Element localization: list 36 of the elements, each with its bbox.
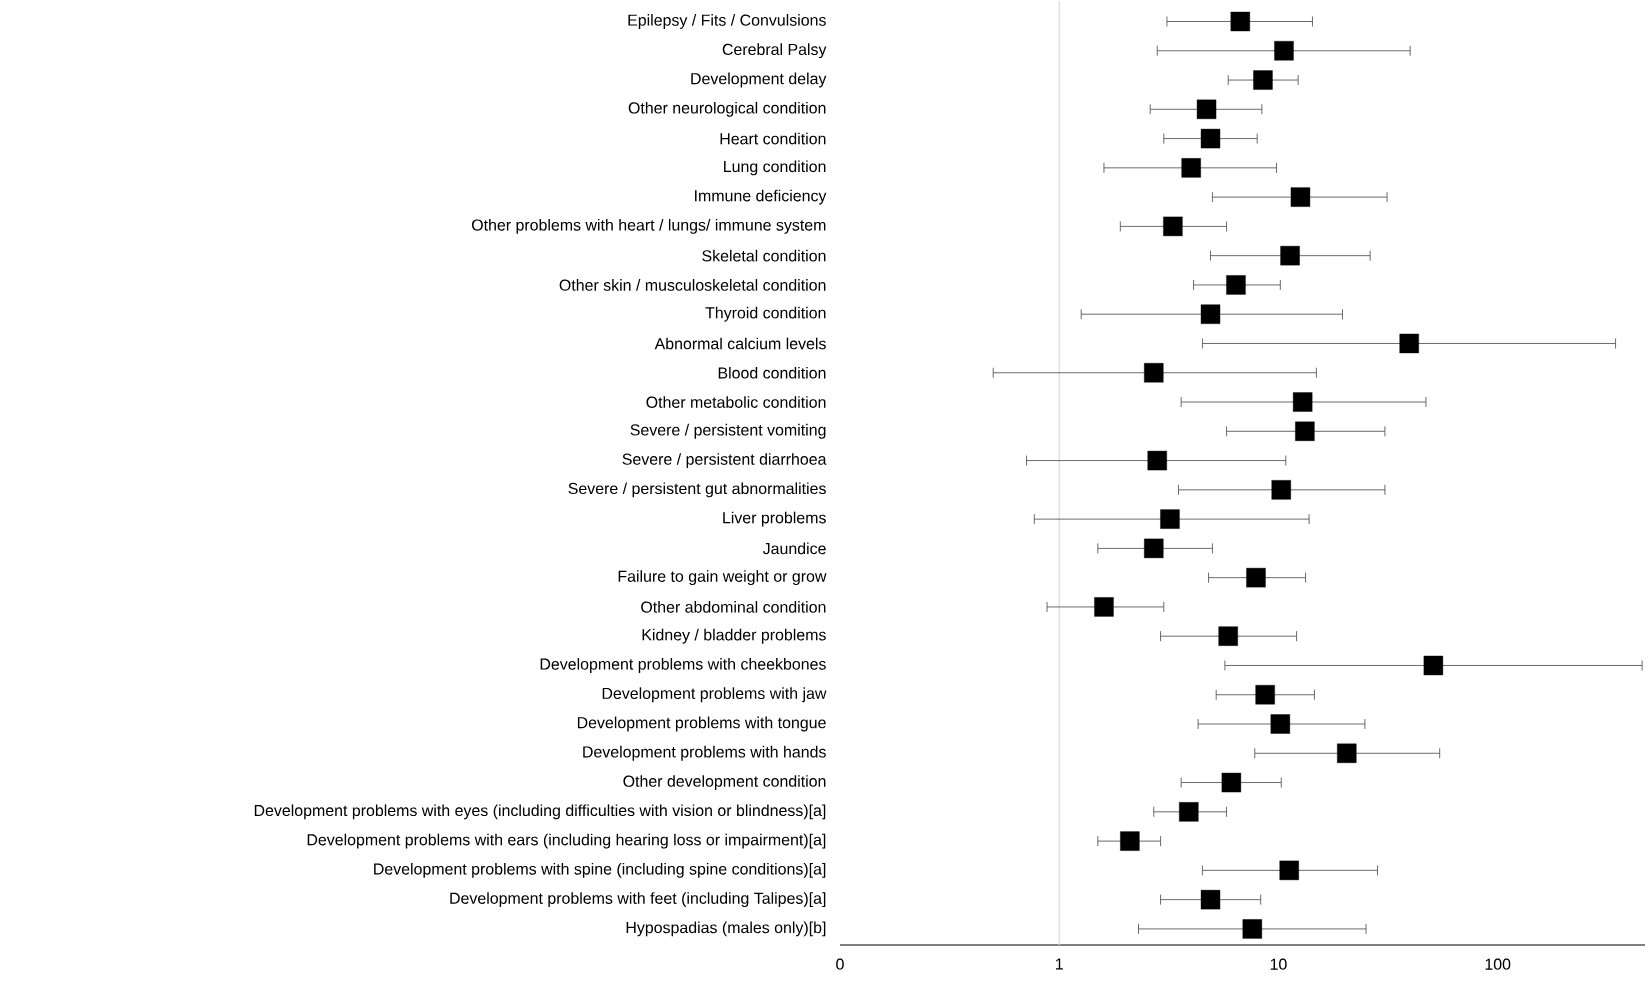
y-tick-label: Jaundice: [762, 542, 826, 555]
y-tick-label: Thyroid condition: [705, 306, 826, 322]
y-tick-label: Other abdominal condition: [641, 601, 826, 613]
y-tick-label: Epilepsy / Fits / Convulsions: [628, 14, 826, 29]
y-tick-label: Abnormal calcium levels: [654, 337, 826, 350]
y-tick-label: Severe / persistent diarrhoea: [622, 453, 827, 468]
y-tick-label: Severe / persistent gut abnormalities: [568, 482, 826, 498]
x-tick-label: 0: [836, 958, 844, 970]
y-tick-label: Development problems with hands: [583, 745, 826, 761]
x-tick-label: 100: [1485, 958, 1511, 970]
y-tick-label: Skeletal condition: [702, 249, 826, 262]
y-tick-label: Blood condition: [718, 366, 826, 379]
y-tick-label: Hypospadias (males only)[b]: [626, 921, 826, 937]
y-tick-label: Development problems with eyes (including difficulties with vision or blindness)[a]: [254, 804, 826, 820]
y-tick-label: Lung condition: [724, 160, 826, 176]
y-tick-label: Development problems with ears (including hearing loss or impairment)[a]: [307, 833, 826, 849]
y-tick-label: Other development condition: [623, 775, 826, 790]
y-tick-label: Other neurological condition: [628, 101, 826, 117]
x-tick-label: 1: [1056, 958, 1063, 970]
y-tick-label: Kidney / bladder problems: [642, 628, 826, 644]
y-tick-label: Heart condition: [720, 132, 826, 145]
y-tick-label: Development problems with feet (including Talipes)[a]: [450, 892, 826, 908]
y-tick-label: Other skin / musculoskeletal condition: [559, 279, 826, 291]
y-tick-label: Development problems with tongue: [577, 716, 826, 732]
y-tick-label: Severe / persistent vomiting: [630, 423, 826, 439]
y-tick-label: Development delay: [691, 72, 827, 88]
y-tick-label: Other problems with heart / lungs/ immune system: [471, 218, 826, 234]
y-tick-label: Cerebral Palsy: [722, 43, 827, 59]
y-tick-label: Other metabolic condition: [646, 396, 826, 408]
y-tick-label: Development problems with spine (including spine conditions)[a]: [374, 862, 826, 878]
y-tick-label: Immune deficiency: [695, 189, 827, 205]
x-tick-label: 10: [1270, 958, 1287, 970]
y-tick-label: Failure to gain weight or grow: [618, 570, 827, 586]
y-tick-label: Development problems with jaw: [602, 687, 827, 703]
y-tick-label: Development problems with cheekbones: [540, 658, 826, 673]
y-tick-label: Liver problems: [723, 511, 826, 527]
